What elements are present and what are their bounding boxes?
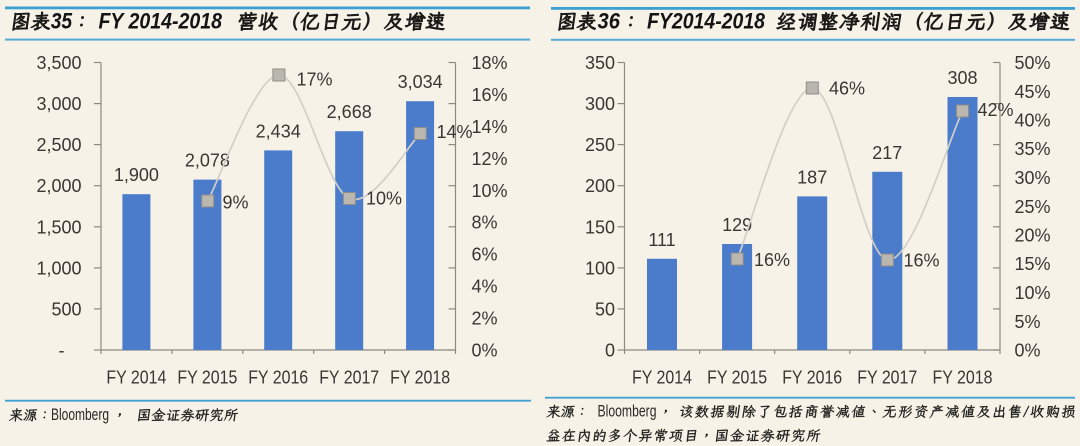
svg-text:150: 150 <box>585 217 615 237</box>
svg-text:250: 250 <box>585 135 615 155</box>
svg-text:350: 350 <box>585 53 615 73</box>
svg-text:FY 2014: FY 2014 <box>632 368 692 388</box>
svg-text:42%: 42% <box>978 100 1014 120</box>
svg-text:3,034: 3,034 <box>398 72 443 92</box>
svg-text:1,000: 1,000 <box>36 258 81 278</box>
svg-text:FY 2016: FY 2016 <box>248 368 308 388</box>
svg-text:2,668: 2,668 <box>327 102 372 122</box>
svg-text:46%: 46% <box>829 79 865 99</box>
svg-text:3,500: 3,500 <box>36 53 81 73</box>
svg-text:FY2014-2018: FY2014-2018 <box>647 9 766 34</box>
svg-text:FY 2015: FY 2015 <box>707 368 767 388</box>
svg-text:30%: 30% <box>1015 168 1051 188</box>
svg-text:2,434: 2,434 <box>256 121 301 141</box>
svg-text:129: 129 <box>722 215 752 235</box>
svg-text:FY 2017: FY 2017 <box>319 368 379 388</box>
svg-text:50: 50 <box>595 299 615 319</box>
svg-text:6%: 6% <box>472 245 498 265</box>
svg-text:10%: 10% <box>1015 283 1051 303</box>
svg-text:12%: 12% <box>472 149 508 169</box>
svg-text:217: 217 <box>872 143 902 163</box>
svg-text:FY 2018: FY 2018 <box>933 368 993 388</box>
svg-text:20%: 20% <box>1015 226 1051 246</box>
svg-text:14%: 14% <box>472 117 508 137</box>
svg-text:10%: 10% <box>472 181 508 201</box>
svg-text:2%: 2% <box>472 309 498 329</box>
svg-text:FY 2014: FY 2014 <box>106 368 166 388</box>
svg-text:-: - <box>59 341 65 361</box>
svg-text:3,000: 3,000 <box>36 94 81 114</box>
svg-text:0%: 0% <box>472 341 498 361</box>
svg-text:Bloomberg: Bloomberg <box>51 405 109 424</box>
svg-text:FY 2015: FY 2015 <box>177 368 237 388</box>
svg-text:Bloomberg: Bloomberg <box>598 402 657 421</box>
svg-text:16%: 16% <box>904 251 940 271</box>
svg-text:0%: 0% <box>1015 341 1041 361</box>
svg-text:0: 0 <box>605 341 615 361</box>
svg-text:36: 36 <box>598 9 621 34</box>
svg-text:5%: 5% <box>1015 312 1041 332</box>
svg-text:9%: 9% <box>223 193 249 213</box>
svg-text:4%: 4% <box>472 277 498 297</box>
svg-text:10%: 10% <box>366 189 402 209</box>
svg-text:500: 500 <box>51 299 81 319</box>
svg-text:8%: 8% <box>472 213 498 233</box>
svg-text:35%: 35% <box>1015 139 1051 159</box>
svg-text:40%: 40% <box>1015 111 1051 131</box>
svg-text:25%: 25% <box>1015 197 1051 217</box>
svg-text:2,078: 2,078 <box>185 151 230 171</box>
svg-text:100: 100 <box>585 258 615 278</box>
svg-text:FY 2014-2018: FY 2014-2018 <box>99 9 223 34</box>
svg-text:16%: 16% <box>472 85 508 105</box>
svg-text:45%: 45% <box>1015 82 1051 102</box>
svg-text:187: 187 <box>797 167 827 187</box>
svg-text:16%: 16% <box>754 250 790 270</box>
svg-text:17%: 17% <box>297 70 333 90</box>
svg-text:200: 200 <box>585 176 615 196</box>
svg-text:111: 111 <box>648 230 675 250</box>
svg-text:35: 35 <box>51 9 73 34</box>
svg-text:2,000: 2,000 <box>36 176 81 196</box>
svg-text:1,900: 1,900 <box>114 165 159 185</box>
svg-text:FY 2017: FY 2017 <box>857 368 917 388</box>
svg-text:2,500: 2,500 <box>36 135 81 155</box>
svg-text:18%: 18% <box>472 53 508 73</box>
svg-text:FY 2016: FY 2016 <box>782 368 842 388</box>
svg-text:308: 308 <box>947 68 977 88</box>
svg-text:50%: 50% <box>1015 53 1051 73</box>
svg-text:14%: 14% <box>437 122 473 142</box>
svg-text:1,500: 1,500 <box>36 217 81 237</box>
svg-text:300: 300 <box>585 94 615 114</box>
svg-text:FY 2018: FY 2018 <box>390 368 450 388</box>
svg-text:15%: 15% <box>1015 254 1051 274</box>
